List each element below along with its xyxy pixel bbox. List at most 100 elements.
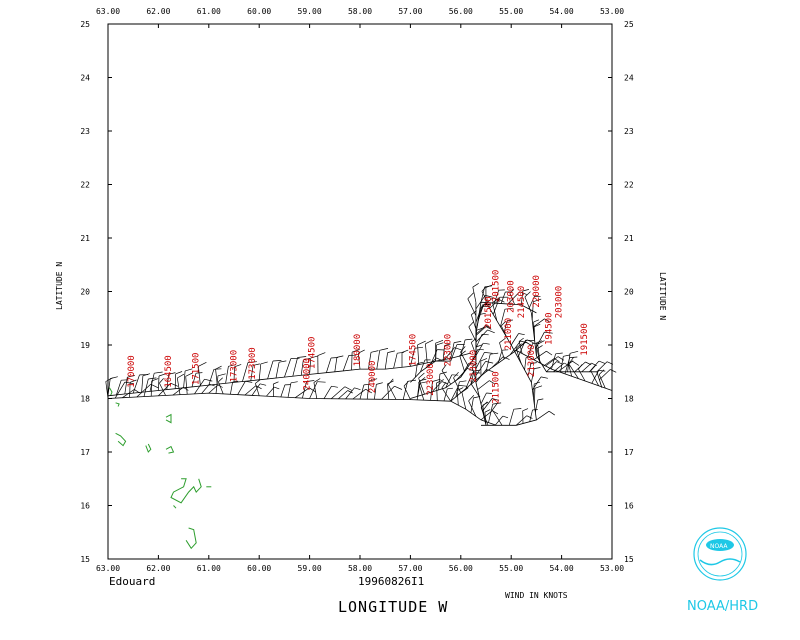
wind-barb: [480, 410, 493, 421]
wind-barb: [242, 362, 249, 382]
wind-units-label: WIND IN KNOTS: [505, 591, 568, 600]
wind-barb-feather: [598, 360, 606, 364]
wind-barb-feather: [533, 319, 540, 323]
wind-barb-feather: [447, 387, 453, 390]
wind-barb-feather: [533, 298, 542, 303]
wind-barb: [450, 385, 460, 402]
flight-time-label: 214500: [517, 286, 527, 319]
wind-barb: [500, 325, 508, 340]
wind-barb-feather: [218, 377, 223, 383]
wind-barb: [266, 386, 275, 397]
wind-barb-feather: [610, 369, 617, 373]
wind-barb: [477, 380, 490, 390]
wind-barb: [518, 341, 523, 354]
wind-barb-feather: [170, 382, 179, 387]
wind-barb: [509, 292, 515, 305]
wind-barb: [215, 369, 218, 385]
wind-barb-feather: [475, 344, 483, 348]
flight-time-label: 203000: [507, 280, 517, 313]
wind-barb-feather: [467, 292, 474, 300]
wind-barb: [105, 381, 109, 399]
x-tick-label-bottom: 61.00: [197, 564, 221, 573]
wind-barb-feather: [414, 346, 424, 349]
wind-barb-feather: [557, 356, 565, 361]
wind-barb-feather: [255, 385, 262, 390]
wind-barb-feather: [403, 380, 409, 387]
wind-barb-feather: [527, 339, 534, 344]
flight-time-label: 211000: [504, 318, 514, 351]
wind-barb: [334, 357, 338, 372]
wind-barb: [599, 369, 611, 381]
wind-barb: [470, 370, 475, 385]
flight-time-label: 170000: [127, 355, 137, 388]
wind-barb: [481, 291, 489, 303]
wind-barb: [545, 356, 559, 367]
wind-barb-feather: [436, 357, 443, 362]
wind-barb: [492, 302, 498, 321]
wind-barb-feather: [148, 377, 157, 380]
wind-barb-feather: [534, 323, 541, 328]
wind-barb: [532, 318, 545, 328]
flight-time-label: 223000: [444, 334, 454, 367]
wind-barb: [442, 345, 445, 360]
wind-barb-feather: [272, 360, 282, 362]
noaa-logo-ring: [693, 527, 747, 581]
wind-barb-feather: [454, 341, 462, 343]
flight-time-label: 171500: [192, 353, 202, 386]
wind-barb-feather: [198, 361, 207, 367]
wind-barb-feather: [234, 364, 242, 368]
wind-barb-feather: [522, 289, 529, 292]
wind-barb: [475, 295, 486, 310]
wind-barb-feather: [515, 343, 522, 349]
wind-barb: [590, 370, 599, 386]
wind-barb-feather: [492, 297, 500, 303]
wind-barb-feather: [572, 360, 580, 366]
wind-barb-feather: [441, 364, 447, 371]
wind-barb: [342, 355, 350, 372]
wind-barb: [292, 357, 298, 377]
wind-barb: [465, 372, 473, 389]
wind-barb-feather: [472, 283, 479, 288]
wind-barb-feather: [490, 352, 499, 355]
wind-barb: [533, 383, 535, 398]
x-tick-label-top: 56.00: [449, 7, 473, 16]
wind-barb-feather: [522, 408, 529, 412]
wind-barb: [470, 314, 477, 330]
wind-barb-feather: [297, 356, 307, 358]
wind-barb-feather: [525, 355, 532, 359]
wind-barb-feather: [471, 310, 477, 316]
y-tick-label-right: 23: [624, 127, 634, 136]
flight-segment-line: [531, 312, 603, 388]
island-coastline: [115, 402, 120, 407]
wind-barb-feather: [459, 350, 466, 356]
y-tick-label-right: 21: [624, 234, 634, 243]
x-tick-label-top: 58.00: [348, 7, 372, 16]
wind-barb-feather: [480, 401, 488, 408]
y-tick-label-right: 25: [624, 20, 634, 29]
wind-barb-feather: [489, 380, 496, 385]
noaa-logo-wave-icon: [699, 558, 741, 566]
y-tick-label-right: 16: [624, 502, 634, 511]
wind-barb: [460, 339, 466, 356]
wind-barb-feather: [502, 415, 509, 419]
flight-time-label: 174500: [408, 334, 418, 367]
wind-barb-feather: [247, 361, 257, 363]
wind-barb: [284, 358, 292, 378]
flight-segment-line: [107, 392, 497, 426]
wind-barb: [581, 362, 592, 373]
wind-barb-feather: [209, 383, 215, 387]
wind-barb-feather: [540, 376, 548, 379]
noaa-logo-inner-ring: [697, 531, 743, 577]
x-tick-label-top: 55.00: [499, 7, 523, 16]
wind-barb-feather: [369, 378, 378, 382]
wind-barb: [475, 352, 485, 369]
wind-barb-feather: [518, 337, 524, 342]
wind-barb-feather: [484, 409, 491, 413]
wind-barb-feather: [401, 349, 409, 353]
wind-barb-feather: [394, 385, 403, 390]
wind-barb: [287, 382, 292, 398]
wind-barb: [515, 415, 527, 426]
flight-time-labels: 170000 164500 171500 173000 173000 1745002400…: [127, 270, 590, 404]
wind-barb: [194, 379, 205, 395]
